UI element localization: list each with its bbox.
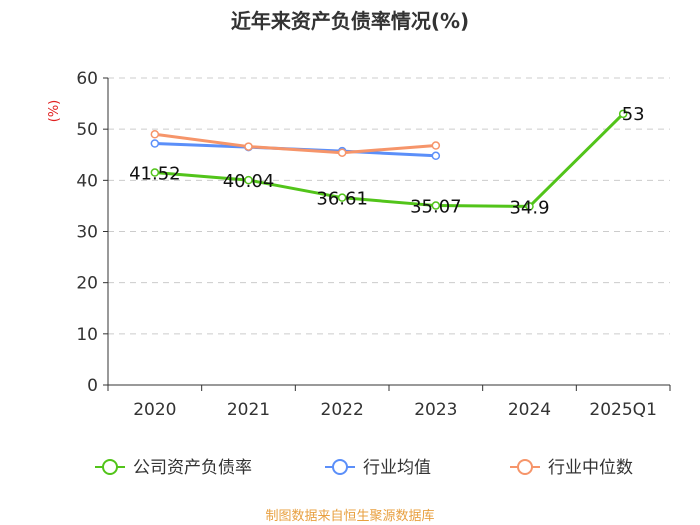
- data-point: [618, 109, 628, 119]
- y-axis-label: (%): [47, 100, 62, 123]
- data-point: [431, 141, 441, 150]
- legend-label: 行业均值: [363, 458, 431, 478]
- y-tick-label: 20: [76, 274, 98, 294]
- axes: 0 10 20 30 40 50 60 2020 2021 2022 2023 2024 2025Q1: [76, 69, 671, 420]
- y-tick-label: 30: [76, 223, 98, 243]
- data-label: 34.9: [509, 197, 549, 218]
- source-note: 制图数据来自恒生聚源数据库: [265, 508, 434, 524]
- series-line-2: [153, 132, 438, 155]
- data-point: [150, 130, 160, 139]
- data-point: [244, 175, 253, 185]
- x-tick-label: 2022: [321, 400, 364, 420]
- y-tick-label: 50: [76, 120, 98, 140]
- data-labels: 41.52 40.04 36.61 35.07 34.9 53: [129, 104, 645, 219]
- data-label: 35.07: [410, 197, 462, 218]
- data-point: [525, 202, 534, 211]
- legend-marker: [332, 459, 348, 475]
- legend-marker: [517, 459, 533, 475]
- data-point: [150, 168, 160, 177]
- chart-title: 近年来资产负债率情况(%): [231, 9, 469, 33]
- x-tick-label: 2020: [133, 400, 176, 420]
- legend-item[interactable]: 行业均值: [325, 458, 431, 478]
- y-tick-label: 10: [76, 325, 98, 345]
- data-point: [244, 142, 253, 151]
- data-label: 41.52: [129, 164, 181, 185]
- data-point: [337, 193, 347, 202]
- x-tick-label: 2021: [227, 400, 270, 420]
- y-tick-label: 40: [76, 171, 98, 191]
- data-label: 36.61: [316, 189, 368, 210]
- y-tick-label: 60: [76, 69, 98, 89]
- y-tick-label: 0: [87, 376, 98, 396]
- data-point: [150, 139, 160, 148]
- legend-marker: [102, 459, 118, 475]
- x-tick-label: 2024: [508, 400, 551, 420]
- x-tick-label: 2023: [414, 400, 457, 420]
- legend-item[interactable]: 行业中位数: [510, 458, 633, 478]
- data-label: 40.04: [223, 171, 275, 192]
- legend[interactable]: 公司资产负债率 行业均值 行业中位数: [95, 458, 633, 478]
- data-point: [431, 201, 441, 210]
- series-line-0: [153, 112, 625, 208]
- legend-label: 行业中位数: [548, 458, 633, 478]
- data-label: 53: [622, 104, 645, 125]
- data-point: [337, 148, 347, 157]
- legend-label: 公司资产负债率: [133, 458, 252, 478]
- grid: [108, 77, 670, 335]
- series: [150, 109, 628, 211]
- x-tick-label: 2025Q1: [589, 400, 656, 420]
- data-point: [431, 151, 441, 161]
- legend-item[interactable]: 公司资产负债率: [95, 458, 252, 478]
